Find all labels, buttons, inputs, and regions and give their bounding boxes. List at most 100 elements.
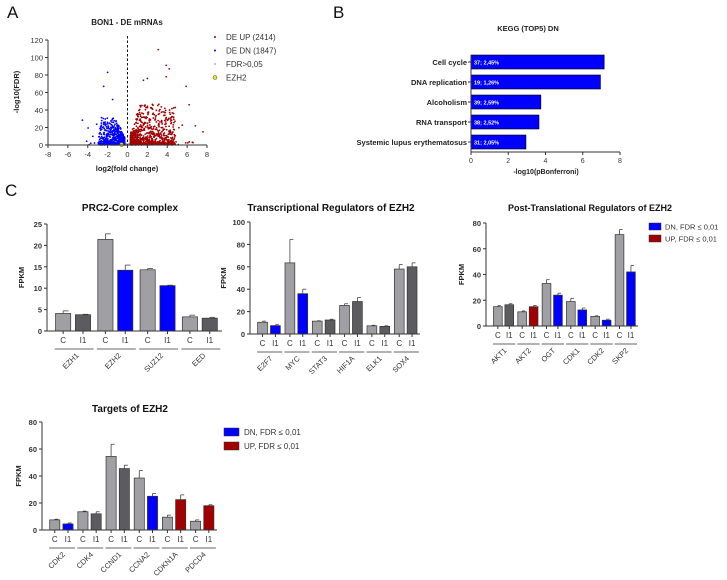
point-up	[161, 137, 164, 139]
point-up	[174, 106, 177, 109]
point-up	[157, 140, 160, 143]
condition-label: C	[108, 535, 114, 544]
point-up	[151, 142, 153, 145]
point-up	[151, 137, 153, 140]
point-up	[131, 128, 134, 130]
point-down	[101, 126, 104, 129]
bar-CCND1-I1	[118, 468, 130, 531]
legend-label-down: DN, FDR ≤ 0,01	[665, 223, 718, 232]
point-down	[106, 121, 109, 124]
point-up	[141, 137, 144, 140]
point-up	[147, 140, 150, 143]
point-down	[100, 142, 102, 145]
bar-E2F7-I1	[270, 325, 281, 335]
point-up	[135, 130, 137, 133]
gene-label: CDKN1A	[152, 550, 180, 578]
point-up	[161, 140, 164, 143]
x-tick-label: 0	[125, 150, 129, 159]
point-down	[100, 122, 103, 125]
condition-label: I1	[530, 331, 537, 340]
gene-label: CDK1	[561, 346, 582, 367]
point-up	[167, 140, 170, 143]
bar-CDK2-I1	[62, 523, 74, 531]
legend-swatch-down	[648, 222, 662, 231]
point-up	[175, 141, 177, 143]
condition-label: I1	[65, 535, 72, 544]
point-up	[157, 134, 160, 137]
point-up	[150, 135, 153, 138]
point-down	[114, 123, 116, 126]
legend-label-ezh2: EZH2	[226, 74, 247, 83]
point-up	[134, 142, 136, 145]
point-up	[145, 106, 147, 109]
point-up	[153, 142, 156, 145]
kegg-title: KEGG (TOP5) DN	[497, 24, 559, 33]
condition-label: I1	[122, 336, 129, 345]
bar-CCNA2-C	[133, 477, 145, 531]
x-axis-label: -log10(pBonferroni)	[513, 169, 578, 176]
gene-label: AKT1	[489, 346, 509, 366]
condition-label: I1	[206, 336, 213, 345]
bar-CCNA2-I1	[147, 495, 158, 531]
point-down	[106, 142, 109, 145]
point-up	[184, 141, 187, 144]
point-down	[104, 124, 107, 127]
point-up	[142, 112, 145, 115]
x-tick-label: -4	[84, 150, 91, 159]
point-up	[135, 141, 138, 144]
point-up	[135, 122, 137, 124]
point-up	[155, 137, 158, 140]
point-down	[100, 140, 103, 143]
condition-label: C	[136, 535, 142, 544]
point-up	[157, 132, 160, 135]
bar-ELK1-C	[366, 325, 378, 335]
panel-label-a: A	[7, 3, 19, 22]
point-notable	[157, 48, 160, 51]
point-up	[167, 133, 170, 136]
point-up	[169, 129, 171, 132]
point-down	[101, 136, 104, 139]
point-up	[171, 131, 174, 133]
point-down	[98, 142, 100, 144]
condition-label: I1	[409, 339, 416, 348]
gene-label: EED	[190, 351, 208, 369]
bar-SOX4-C	[393, 268, 405, 335]
point-up	[152, 117, 155, 119]
point-up	[161, 122, 164, 125]
point-up	[155, 114, 158, 117]
point-up	[143, 127, 146, 130]
y-tick-label: 60	[473, 245, 481, 254]
bar-SUZ12-C	[139, 269, 156, 332]
point-notable	[102, 85, 105, 88]
x-tick-label: -6	[65, 150, 72, 159]
bar-STAT3-C	[311, 320, 323, 335]
point-down	[112, 121, 115, 124]
point-down	[115, 120, 117, 123]
point-down	[110, 140, 112, 143]
point-up	[133, 138, 136, 141]
point-up	[172, 107, 175, 109]
point-down	[117, 134, 120, 137]
point-up	[135, 134, 137, 137]
point-up	[194, 124, 197, 127]
point-up	[132, 130, 135, 132]
point-up	[140, 134, 143, 137]
kegg-bar-label: 38; 2,52%	[474, 121, 499, 127]
kegg-bar-label: 37; 2,45%	[474, 61, 499, 67]
y-tick-label: 0	[477, 322, 481, 331]
point-up	[139, 130, 142, 133]
x-tick-label: 4	[544, 158, 548, 165]
point-up	[149, 130, 152, 133]
point-down	[113, 139, 116, 142]
bar-SKP2-C	[614, 234, 625, 327]
point-up	[138, 128, 141, 131]
gene-label: CDK2	[46, 550, 67, 571]
gene-label: STAT3	[307, 354, 329, 376]
point-down	[102, 138, 105, 141]
point-down	[114, 138, 116, 141]
point-up	[168, 117, 170, 120]
point-up	[164, 137, 166, 140]
point-up	[156, 104, 159, 107]
point-notable	[146, 77, 149, 80]
y-tick-label: 80	[29, 418, 37, 427]
